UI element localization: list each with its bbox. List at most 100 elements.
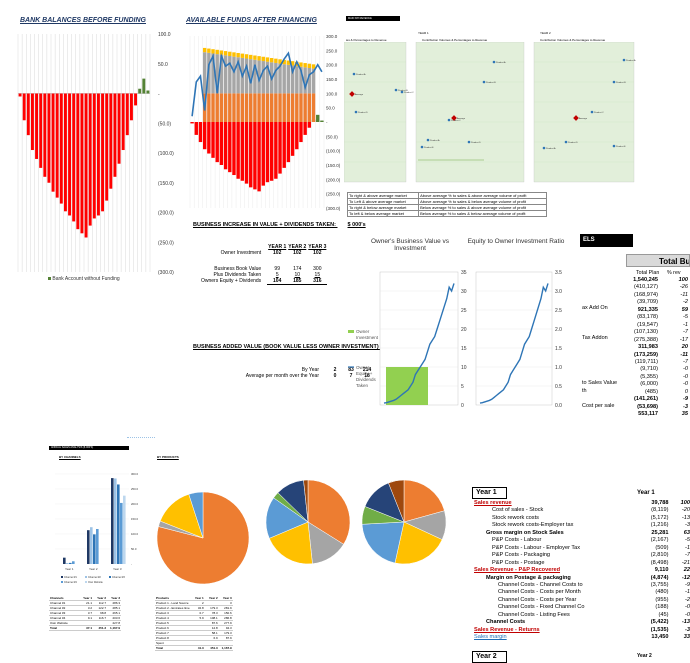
top-bar [269,58,274,63]
funding-bar [207,93,211,122]
row-value: 2 [333,367,337,373]
point-label: Product C [594,111,604,114]
y-tick-label: 1.5 [555,346,562,352]
funding-bar [223,93,228,122]
table-cell: 58.1 [204,630,219,636]
plan-value: (9,710) [640,366,658,373]
table-cell: 286.8 [218,615,233,621]
table-cell: 112.7 [93,600,107,606]
total-business-header: Total Bus [626,254,690,267]
bar [68,93,72,216]
plan-row: (173,259) -11 [612,352,688,359]
bar [142,78,146,94]
row-value: 7 [349,373,353,379]
year1-label: P&P Costs - Postage [492,559,545,566]
table-cell: Product 2 - Emirates lime [155,605,191,611]
scatter-point [564,140,568,144]
table-cell: Spent [155,640,191,646]
legend-label: Channel #3 [112,576,125,579]
business-increase-title-text: BUSINESS INCREASE IN VALUE + DIVIDENDS T… [193,222,336,228]
scatter-left-title: ies & Percentages to Revenue [346,38,387,42]
side-label: Tax Addon [582,335,608,341]
negative-bar [253,122,257,190]
scatter-point [400,90,404,94]
year-col-2: YEAR 2 [288,244,307,250]
plan-value: (107,130) [634,329,658,336]
table-cell: 451.3 [93,625,107,631]
negative-bar [240,122,245,181]
plan-row: (5,355) -0 [612,374,688,381]
y-tick-label: 10 [461,365,467,371]
top-bar [223,51,228,56]
row-value: 300 [313,266,322,272]
y-tick-label: 20 [461,327,467,333]
negative-bar [198,122,203,143]
table-cell: 203.6 [107,615,121,621]
year1-row: Channel Costs (5,422) -13 [474,619,690,626]
table-row: Channel #1 21.1 112.7 286.3 [49,600,121,606]
plan-row: (39,709) -2 [612,299,688,306]
year1-row: P&P Costs - Labour (2,167) -5 [474,537,690,544]
els-tab[interactable]: ELS [580,234,633,247]
y-tick-label: 0.5 [555,384,562,390]
year1-row: P&P Costs - Labour - Employer Tax (509) -1 [474,545,690,552]
scatter-point [420,145,424,149]
year2-tab[interactable]: Year 2 [472,651,507,663]
row-label: By Year [301,367,319,373]
year1-row: Channel Costs - Costs per Month (480) -1 [474,589,690,596]
channel-bar [93,534,96,564]
year1-pct: 63 [683,529,690,536]
funding-bar [261,93,265,122]
y-tick-label: 100.0 [158,32,171,38]
scatter-point [354,110,358,114]
year1-tab[interactable]: Year 1 [472,487,507,499]
row-label: Plus Dividends Taken [213,272,262,278]
negative-bar [303,122,307,135]
extra-bar [215,54,219,94]
point-label: Product A [546,147,556,150]
plan-row: 1,540,245 100 [612,277,688,284]
plan-row: (6,000) -0 [612,381,688,388]
plan-row: (107,130) -7 [612,329,688,336]
plan-pct: 59 [681,306,688,313]
year1-label: Sales margin [474,634,507,641]
annual-header: ANNUAL SALES ANALYSIS ($ 000'S) [49,446,129,450]
table-cell: 122.7 [93,605,107,611]
legend-label: Owner [356,365,370,370]
y-tick-label: 2.5 [555,308,562,314]
plan-pct: -2 [683,299,688,306]
point-label: Product B [486,81,496,84]
plan-row: (141,261) -9 [612,396,688,403]
year1-label: Channel Costs [486,619,526,626]
table-cell: Channel #1 [49,600,79,606]
point-label: Product D [471,141,481,144]
negative-bar [249,122,253,188]
available-chart-title: AVAILABLE FUNDS AFTER FINANCING [186,17,317,24]
year1-pct: 22 [683,567,690,574]
bar [80,93,84,234]
plan-value: (6,000) [640,381,658,388]
table-cell: 21.1 [79,600,93,606]
bar [35,93,39,159]
bar [121,93,125,151]
negative-bar [307,122,312,128]
bar [18,93,22,97]
pct-rev-col: % rev [667,270,681,276]
extra-bar [265,61,270,94]
bar [26,93,30,136]
business-added-title: BUSINESS ADDED VALUE (BOOK VALUE LESS OW… [193,344,415,350]
legend-label: Own Website [88,581,103,584]
table-cell [190,625,205,631]
extra-bar [299,66,303,94]
pie-slice [361,521,405,564]
negative-bar [202,122,207,150]
top-bar [278,59,282,64]
funding-bar [307,93,312,122]
legend-label: Taken [356,383,369,388]
year1-label: Stock rework costs-Employer tax [492,522,574,529]
y-tick-label: 50.0 [158,62,168,68]
table-row: Product 8 6.9 87.9 [155,635,233,641]
plan-row: 921,335 59 [612,307,688,314]
y-tick-label: 200.0 [131,502,138,506]
table-cell: 87.6 [204,620,219,626]
